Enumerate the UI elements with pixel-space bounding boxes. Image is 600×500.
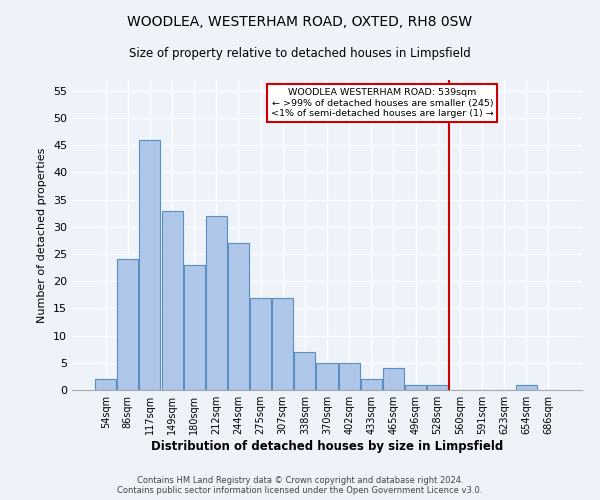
Bar (139, 140, 160, 390)
Bar (250, 298, 271, 390)
Bar (338, 363, 359, 390)
Text: Contains HM Land Registry data © Crown copyright and database right 2024.
Contai: Contains HM Land Registry data © Crown c… (118, 476, 482, 495)
Text: WOODLEA, WESTERHAM ROAD, OXTED, RH8 0SW: WOODLEA, WESTERHAM ROAD, OXTED, RH8 0SW (127, 15, 473, 29)
Bar (295, 352, 316, 390)
Bar (361, 379, 382, 390)
Text: WOODLEA WESTERHAM ROAD: 539sqm
← >99% of detached houses are smaller (245)
<1% o: WOODLEA WESTERHAM ROAD: 539sqm ← >99% of… (271, 88, 494, 118)
Text: Size of property relative to detached houses in Limpsfield: Size of property relative to detached ho… (129, 48, 471, 60)
Bar (515, 384, 536, 390)
Bar (427, 384, 448, 390)
X-axis label: Distribution of detached houses by size in Limpsfield: Distribution of detached houses by size … (151, 440, 503, 453)
Bar (383, 368, 404, 390)
Bar (95, 379, 116, 390)
Bar (405, 384, 426, 390)
Bar (206, 216, 227, 390)
Bar (316, 363, 338, 390)
Bar (272, 298, 293, 390)
Bar (161, 210, 182, 390)
Y-axis label: Number of detached properties: Number of detached properties (37, 148, 47, 322)
Bar (118, 260, 139, 390)
Bar (228, 243, 249, 390)
Bar (184, 265, 205, 390)
